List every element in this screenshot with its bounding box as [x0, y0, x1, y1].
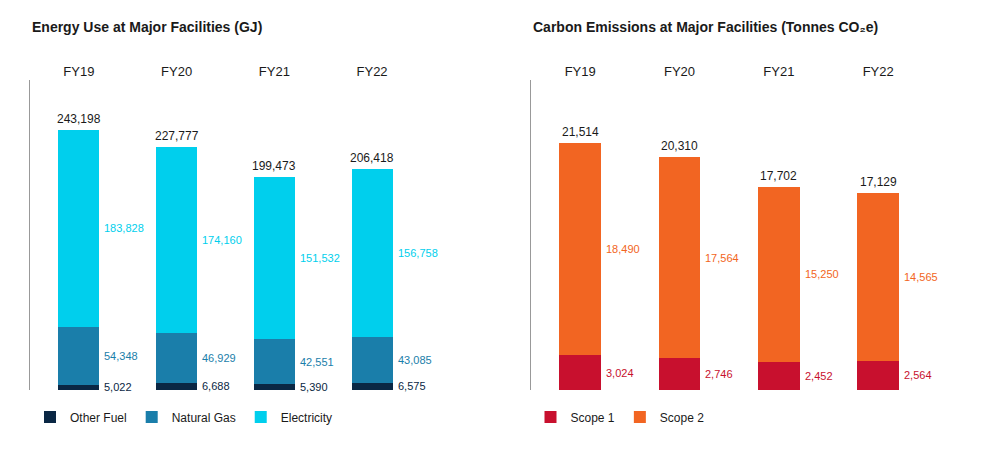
svg-text:Carbon Emissions at Major Faci: Carbon Emissions at Major Facilities (To… — [533, 19, 878, 35]
svg-text:5,022: 5,022 — [104, 381, 132, 393]
svg-text:20,310: 20,310 — [661, 139, 698, 153]
svg-text:FY20: FY20 — [664, 64, 695, 79]
svg-text:2,564: 2,564 — [904, 369, 932, 381]
svg-text:227,777: 227,777 — [155, 129, 199, 143]
svg-text:Scope 1: Scope 1 — [571, 411, 615, 425]
svg-text:151,532: 151,532 — [300, 252, 340, 264]
svg-text:2,452: 2,452 — [805, 370, 833, 382]
svg-text:174,160: 174,160 — [202, 234, 242, 246]
svg-text:206,418: 206,418 — [350, 151, 394, 165]
svg-text:FY22: FY22 — [863, 64, 894, 79]
svg-text:18,490: 18,490 — [606, 243, 640, 255]
svg-text:Other Fuel: Other Fuel — [70, 411, 127, 425]
svg-text:243,198: 243,198 — [57, 112, 101, 126]
svg-text:21,514: 21,514 — [562, 125, 599, 139]
svg-text:46,929: 46,929 — [202, 352, 236, 364]
svg-text:6,688: 6,688 — [202, 380, 230, 392]
svg-text:Natural Gas: Natural Gas — [172, 411, 236, 425]
svg-text:2,746: 2,746 — [705, 368, 733, 380]
svg-text:Energy Use at Major Facilities: Energy Use at Major Facilities (GJ) — [32, 19, 262, 35]
svg-text:42,551: 42,551 — [300, 356, 334, 368]
svg-text:199,473: 199,473 — [252, 159, 296, 173]
svg-text:43,085: 43,085 — [398, 354, 432, 366]
svg-text:15,250: 15,250 — [805, 268, 839, 280]
svg-text:FY19: FY19 — [63, 64, 94, 79]
svg-text:FY20: FY20 — [161, 64, 192, 79]
svg-text:17,129: 17,129 — [860, 175, 897, 189]
svg-text:156,758: 156,758 — [398, 247, 438, 259]
svg-text:183,828: 183,828 — [104, 222, 144, 234]
svg-text:17,702: 17,702 — [760, 169, 797, 183]
svg-text:Electricity: Electricity — [281, 411, 332, 425]
svg-text:Scope 2: Scope 2 — [660, 411, 704, 425]
svg-text:FY21: FY21 — [763, 64, 794, 79]
svg-text:54,348: 54,348 — [104, 350, 138, 362]
svg-text:FY21: FY21 — [259, 64, 290, 79]
svg-text:FY19: FY19 — [565, 64, 596, 79]
svg-text:6,575: 6,575 — [398, 380, 426, 392]
svg-text:17,564: 17,564 — [705, 252, 739, 264]
svg-text:3,024: 3,024 — [606, 367, 634, 379]
svg-text:FY22: FY22 — [357, 64, 388, 79]
svg-text:14,565: 14,565 — [904, 271, 938, 283]
svg-text:5,390: 5,390 — [300, 381, 328, 393]
